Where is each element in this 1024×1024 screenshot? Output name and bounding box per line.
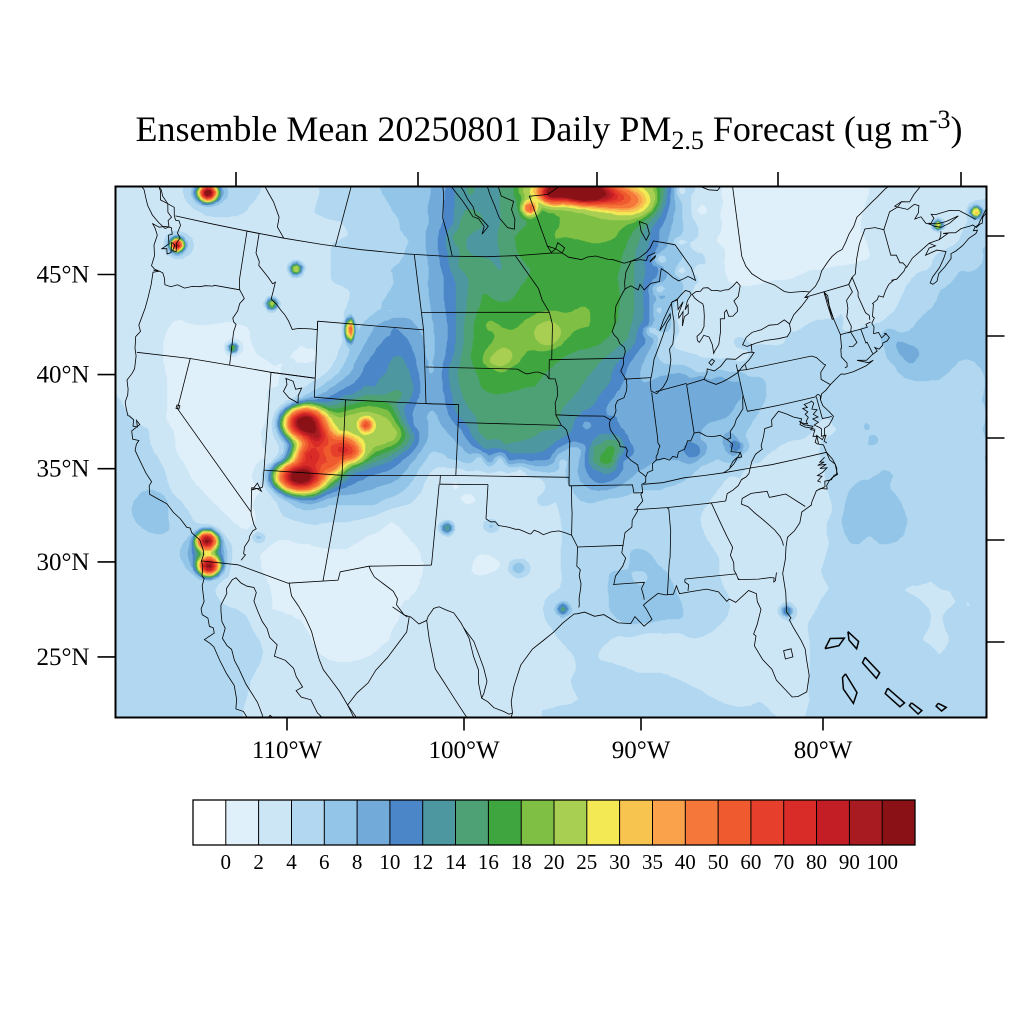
svg-text:10: 10	[379, 850, 400, 874]
svg-text:35°N: 35°N	[36, 456, 89, 483]
svg-text:90: 90	[839, 850, 860, 874]
svg-text:Ensemble Mean 20250801 Daily P: Ensemble Mean 20250801 Daily PM2.5 Forec…	[135, 105, 962, 155]
svg-text:35: 35	[642, 850, 663, 874]
svg-text:40: 40	[675, 850, 696, 874]
svg-text:16: 16	[478, 850, 499, 874]
svg-text:6: 6	[319, 850, 330, 874]
svg-text:2: 2	[253, 850, 264, 874]
svg-text:25: 25	[576, 850, 597, 874]
svg-text:110°W: 110°W	[252, 737, 323, 764]
svg-text:60: 60	[740, 850, 761, 874]
svg-text:14: 14	[445, 850, 467, 874]
svg-text:20: 20	[544, 850, 565, 874]
svg-text:30°N: 30°N	[36, 549, 89, 576]
svg-text:80: 80	[806, 850, 827, 874]
svg-text:80°W: 80°W	[794, 737, 853, 764]
svg-text:100°W: 100°W	[428, 737, 499, 764]
svg-text:8: 8	[352, 850, 363, 874]
svg-text:40°N: 40°N	[36, 362, 89, 389]
svg-text:4: 4	[286, 850, 297, 874]
svg-text:45°N: 45°N	[36, 262, 89, 289]
svg-text:25°N: 25°N	[36, 644, 89, 671]
svg-text:50: 50	[708, 850, 729, 874]
svg-text:30: 30	[609, 850, 630, 874]
svg-text:70: 70	[773, 850, 794, 874]
svg-text:100: 100	[866, 850, 898, 874]
svg-text:90°W: 90°W	[612, 737, 671, 764]
svg-text:0: 0	[221, 850, 232, 874]
svg-text:18: 18	[511, 850, 532, 874]
svg-text:12: 12	[412, 850, 433, 874]
